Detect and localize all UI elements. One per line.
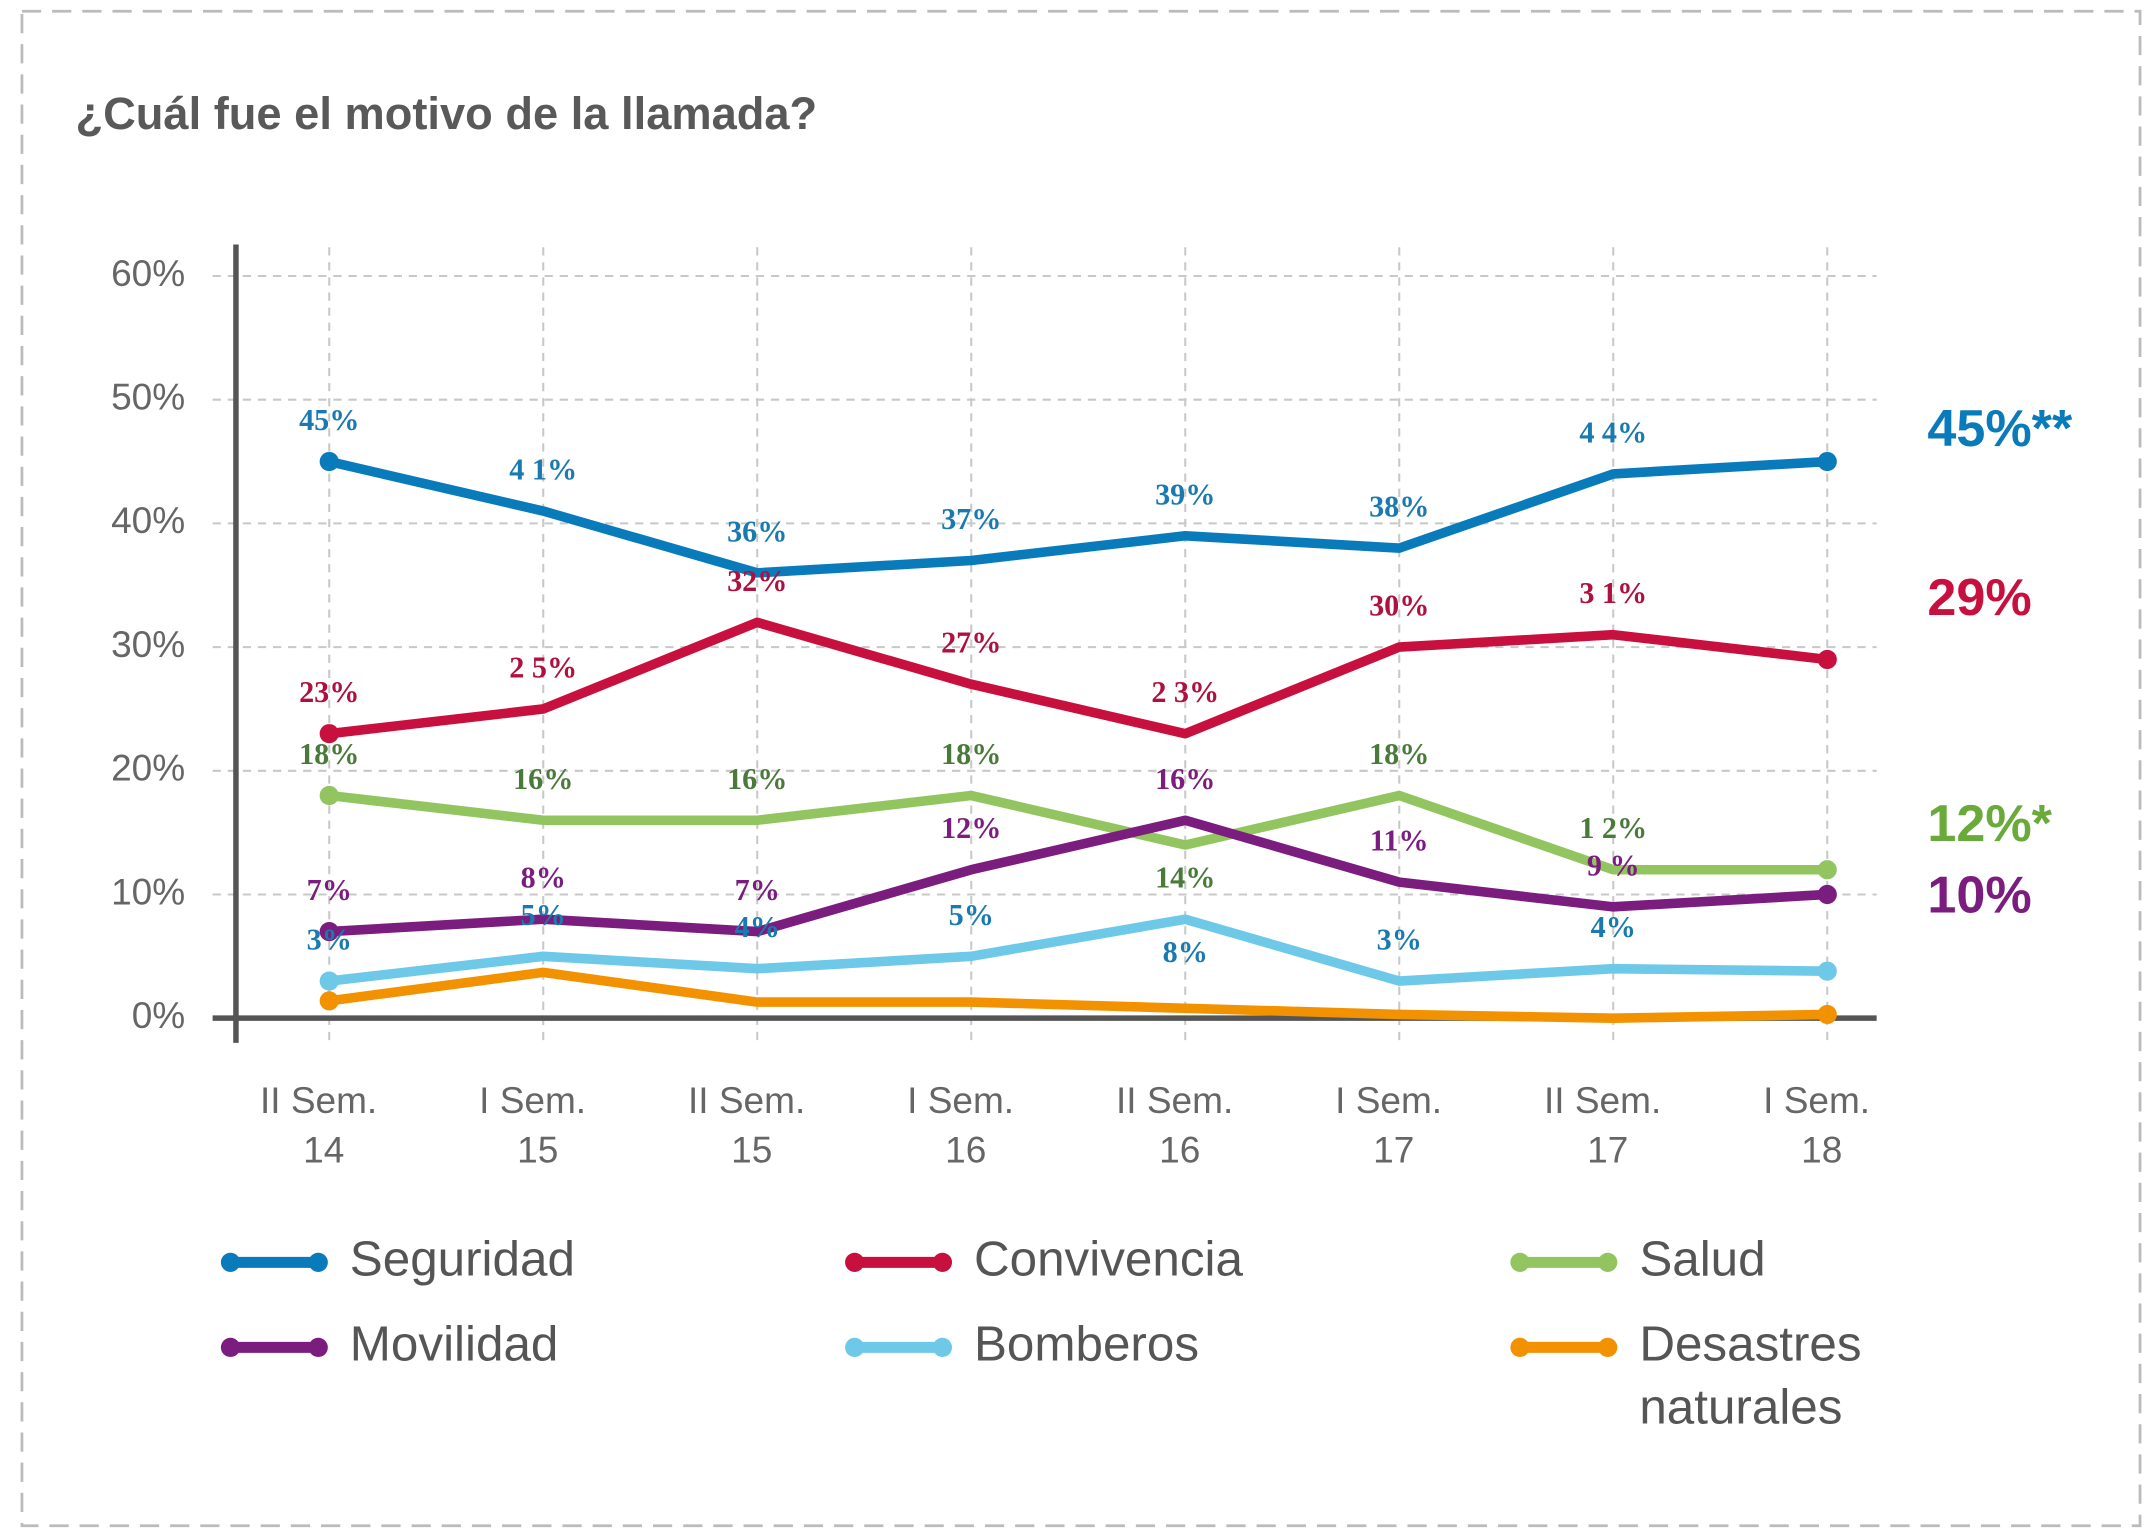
data-label: 2 3% (1151, 675, 1219, 709)
data-label: 4 4% (1579, 415, 1647, 449)
legend-dot (1510, 1252, 1530, 1272)
x-tick-label: II Sem. 15 (688, 1079, 816, 1170)
series-line (328, 456, 1828, 578)
x-tick-label: I Sem. 16 (907, 1079, 1024, 1170)
series-line (328, 967, 1828, 1023)
data-label: 18% (1369, 737, 1429, 771)
data-label: 8% (1163, 935, 1208, 969)
legend-dot (1598, 1252, 1618, 1272)
data-label: 5% (949, 898, 994, 932)
legend-dot (932, 1337, 953, 1358)
series-line (328, 790, 1828, 875)
end-label: 45%** (1927, 400, 2073, 458)
y-tick-label: 40% (111, 499, 185, 541)
y-tick-label: 30% (111, 623, 185, 665)
legend-dot (932, 1252, 953, 1272)
data-label: 39% (1155, 477, 1215, 511)
legend-dot (1598, 1337, 1618, 1358)
data-label: 30% (1369, 589, 1429, 623)
data-label: 45% (299, 403, 359, 437)
legend-label: Movilidad (350, 1316, 559, 1371)
legend-label: Bomberos (974, 1316, 1199, 1371)
y-tick-label: 50% (111, 375, 185, 417)
point (1817, 451, 1837, 472)
data-label: 12% (941, 811, 1001, 845)
point (1817, 961, 1837, 981)
legend-dot (845, 1337, 865, 1358)
data-label: 23% (299, 675, 359, 709)
end-label: 12%* (1927, 795, 2052, 853)
point (1817, 860, 1837, 880)
point (319, 921, 339, 942)
end-label: 10% (1927, 867, 2031, 925)
data-label: 3% (307, 923, 352, 957)
data-label: 3% (1377, 923, 1422, 957)
data-label: 36% (727, 514, 787, 548)
point (319, 991, 339, 1011)
legend-dot (220, 1337, 241, 1358)
data-label: 7% (735, 873, 780, 907)
data-label: 7% (307, 873, 352, 907)
series-line (328, 914, 1828, 986)
x-tick-label: II Sem. 17 (1544, 1079, 1672, 1170)
data-label: 27% (941, 626, 1001, 660)
data-label: 2 5% (509, 650, 577, 684)
y-tick-label: 0% (132, 994, 186, 1036)
y-tick-label: 60% (111, 252, 185, 294)
legend-dot (308, 1337, 328, 1358)
data-label: 18% (941, 737, 1001, 771)
data-label: 4% (1591, 910, 1636, 944)
data-label: 1 2% (1579, 811, 1647, 845)
series-line (328, 617, 1828, 739)
series-line (328, 815, 1828, 937)
legend-dot (845, 1252, 865, 1272)
legend-label: Salud (1639, 1231, 1765, 1286)
legend-dot (308, 1252, 328, 1272)
x-tick-label: I Sem. 15 (479, 1079, 596, 1170)
data-label: 3 1% (1579, 576, 1647, 610)
data-label: 32% (727, 564, 787, 598)
legend-label: Convivencia (974, 1231, 1243, 1286)
data-label: 16% (727, 762, 787, 796)
data-label: 5% (521, 898, 566, 932)
data-label: 16% (513, 762, 573, 796)
data-label: 4% (735, 910, 780, 944)
point (1817, 884, 1837, 905)
point (1817, 1004, 1837, 1025)
legend-dot (220, 1252, 241, 1272)
data-label: 11% (1370, 824, 1429, 858)
point (319, 724, 339, 744)
x-tick-label: I Sem. 18 (1763, 1079, 1880, 1170)
legend-dot (1510, 1337, 1530, 1358)
y-tick-label: 10% (111, 870, 185, 912)
data-label: 37% (941, 502, 1001, 536)
point (319, 451, 339, 472)
point (1817, 649, 1837, 670)
data-label: 16% (1155, 762, 1215, 796)
chart-title: ¿Cuál fue el motivo de la llamada? (75, 88, 817, 139)
end-label: 29% (1927, 569, 2031, 627)
border (20, 9, 2142, 1528)
data-label: 18% (299, 737, 359, 771)
x-tick-label: II Sem. 16 (1116, 1079, 1244, 1170)
data-label: 38% (1369, 490, 1429, 524)
data-label: 8% (521, 861, 566, 895)
point (319, 971, 339, 991)
x-tick-label: II Sem. 14 (260, 1079, 388, 1170)
legend-label: Desastres naturales (1639, 1316, 1875, 1434)
data-label: 14% (1155, 861, 1215, 895)
y-tick-label: 20% (111, 747, 185, 789)
data-label: 4 1% (509, 453, 577, 487)
x-tick-label: I Sem. 17 (1335, 1079, 1452, 1170)
point (319, 785, 339, 806)
legend-label: Seguridad (350, 1231, 575, 1286)
data-label: 9 % (1587, 848, 1640, 882)
